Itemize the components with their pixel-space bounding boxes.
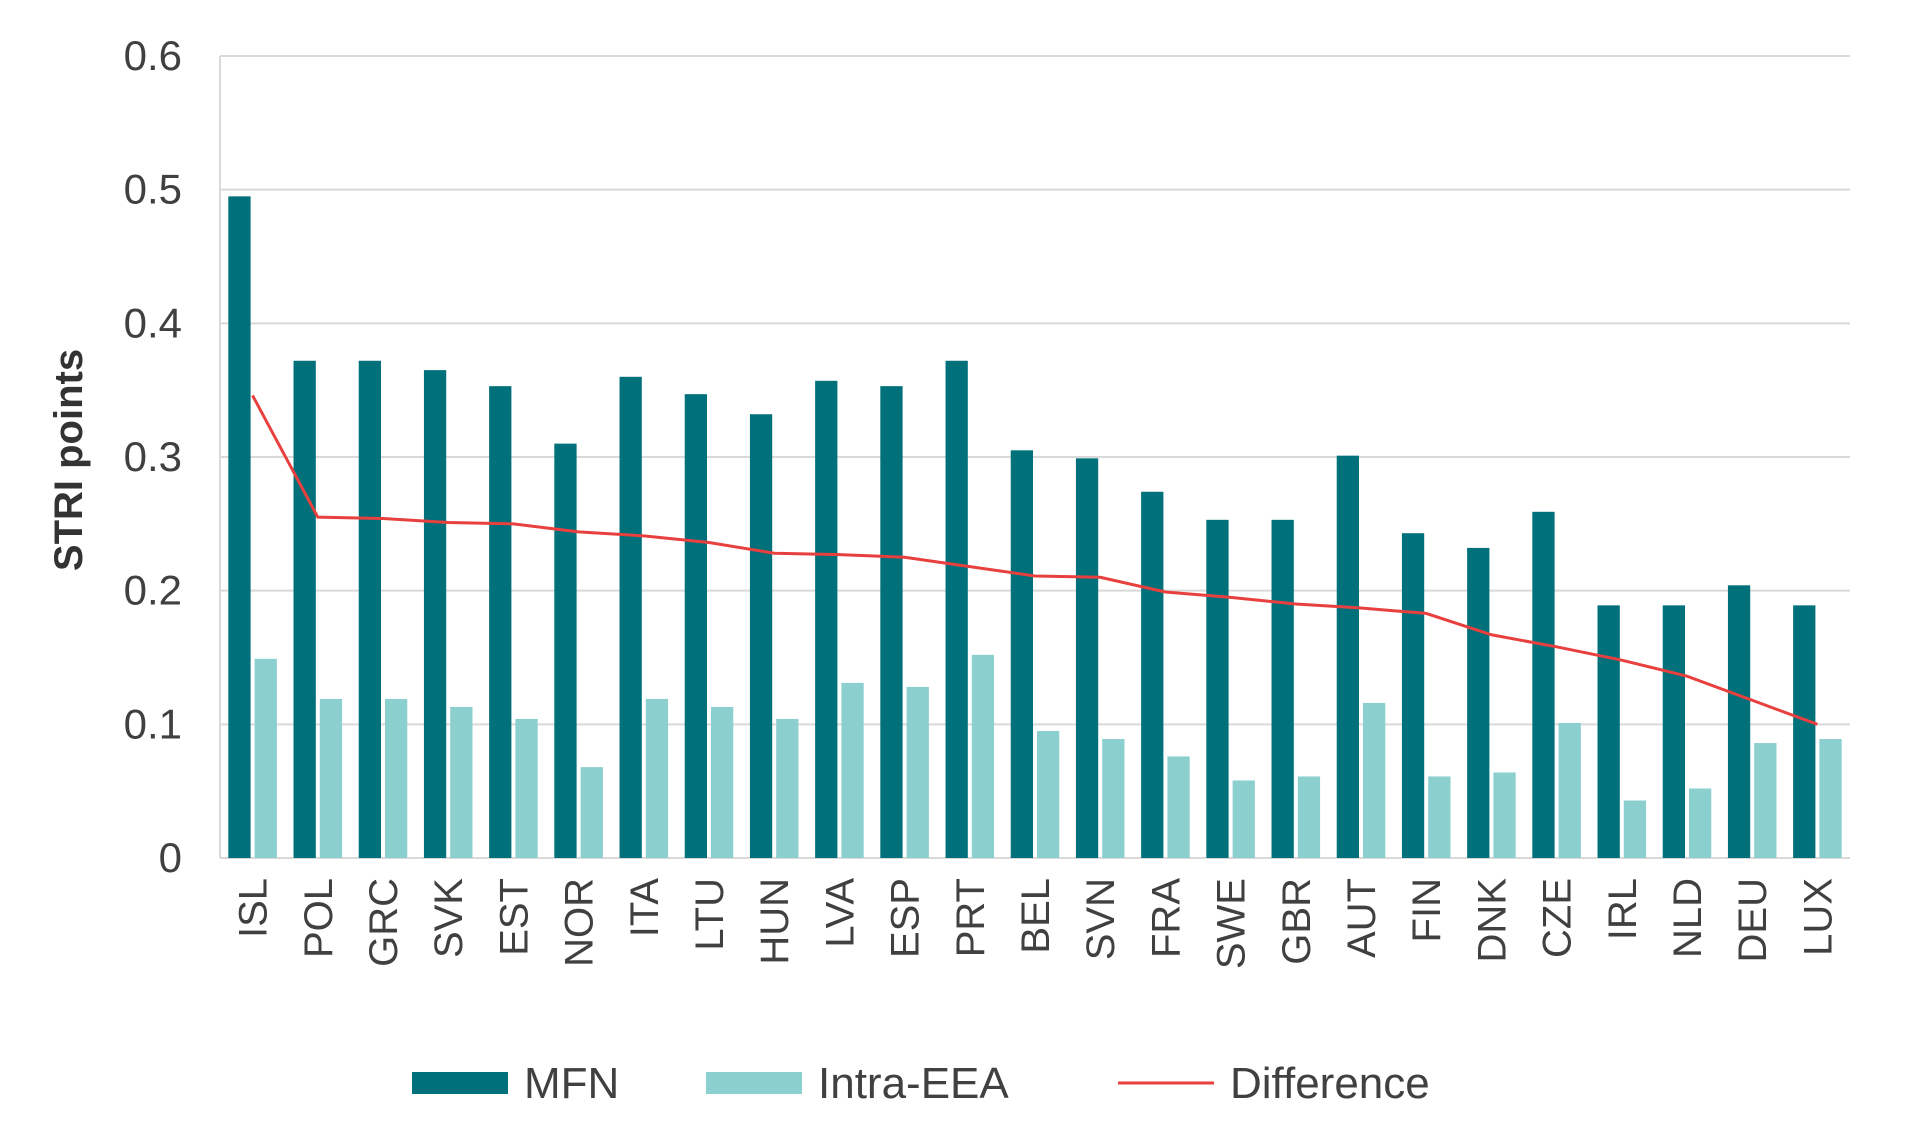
bar-intra-eea-cze (1558, 722, 1581, 858)
bar-mfn-svn (1075, 458, 1099, 858)
bar-intra-eea-hun (776, 718, 799, 858)
y-tick-label: 0.1 (124, 700, 182, 747)
x-tick-label-gbr: GBR (1275, 878, 1319, 965)
bar-intra-eea-dnk (1493, 772, 1516, 858)
x-tick-label-grc: GRC (362, 878, 406, 967)
x-tick-label-prt: PRT (949, 878, 993, 957)
bar-intra-eea-ltu (711, 706, 734, 858)
bar-mfn-isl (228, 196, 251, 859)
y-tick-label: 0 (159, 834, 182, 881)
bar-mfn-lux (1793, 605, 1816, 858)
x-tick-label-aut: AUT (1340, 878, 1384, 958)
x-tick-label-hun: HUN (753, 878, 797, 965)
x-tick-label-pol: POL (297, 878, 341, 958)
x-tick-label-swe: SWE (1210, 878, 1254, 969)
x-tick-label-nor: NOR (558, 878, 602, 967)
bar-intra-eea-aut (1363, 702, 1386, 858)
bar-intra-eea-lux (1819, 739, 1842, 858)
legend-label-intra-eea: Intra-EEA (818, 1059, 1009, 1108)
x-tick-label-ita: ITA (623, 878, 667, 938)
bar-mfn-ltu (684, 394, 707, 858)
bar-mfn-irl (1597, 605, 1620, 858)
bar-intra-eea-pol (319, 698, 343, 858)
bar-mfn-hun (749, 414, 773, 858)
x-tick-label-lva: LVA (818, 878, 862, 948)
x-tick-label-irl: IRL (1601, 878, 1645, 940)
bar-intra-eea-nor (580, 767, 603, 858)
bar-mfn-svk (423, 370, 447, 858)
bar-intra-eea-gbr (1297, 776, 1321, 858)
bar-intra-eea-isl (254, 658, 277, 858)
y-tick-label: 0.5 (124, 166, 182, 213)
bars (228, 196, 1842, 859)
bar-intra-eea-nld (1689, 788, 1712, 858)
x-tick-label-fin: FIN (1405, 878, 1449, 942)
x-tick-label-svk: SVK (427, 878, 471, 958)
difference-line (251, 394, 1818, 726)
difference-line-group (251, 394, 1818, 726)
bar-mfn-lva (815, 380, 838, 858)
bar-mfn-fin (1401, 533, 1425, 858)
bar-mfn-swe (1206, 519, 1229, 858)
x-tick-label-nld: NLD (1666, 878, 1710, 958)
x-axis-tick-labels: ISL POL GRC SVK EST NOR ITA LTU HUN LVA ESP PRT BEL S… (232, 878, 1841, 969)
x-tick-label-deu: DEU (1731, 878, 1775, 962)
bar-intra-eea-svn (1102, 739, 1125, 858)
legend-swatch-mfn (412, 1072, 508, 1094)
bar-intra-eea-esp (906, 686, 929, 858)
bar-mfn-gbr (1271, 519, 1294, 858)
legend: MFN Intra-EEA Difference (412, 1059, 1430, 1108)
bar-intra-eea-fra (1167, 756, 1190, 858)
legend-swatch-intra-eea (706, 1072, 802, 1094)
bar-mfn-pol (293, 360, 316, 858)
bar-intra-eea-fin (1428, 776, 1451, 858)
x-tick-label-isl: ISL (232, 878, 276, 938)
bar-intra-eea-svk (450, 706, 473, 858)
y-tick-label: 0.2 (124, 567, 182, 614)
y-tick-label: 0.3 (124, 433, 182, 480)
bar-intra-eea-grc (385, 698, 408, 858)
bar-intra-eea-ita (645, 698, 669, 858)
legend-label-mfn: MFN (524, 1059, 619, 1108)
x-tick-label-ltu: LTU (688, 878, 732, 951)
bar-intra-eea-lva (841, 682, 864, 858)
x-tick-label-lux: LUX (1796, 878, 1840, 956)
bar-mfn-nor (554, 443, 577, 858)
x-tick-label-esp: ESP (884, 878, 928, 958)
bar-mfn-dnk (1467, 547, 1490, 858)
bar-intra-eea-irl (1623, 800, 1647, 858)
y-tick-label: 0.6 (124, 32, 182, 79)
y-axis-title: STRI points (47, 349, 91, 571)
bar-mfn-esp (880, 386, 903, 858)
x-tick-label-est: EST (492, 878, 536, 956)
bar-mfn-grc (358, 360, 381, 858)
bar-mfn-bel (1010, 450, 1033, 858)
bar-intra-eea-est (515, 718, 538, 858)
bar-intra-eea-swe (1232, 780, 1255, 858)
x-tick-label-bel: BEL (1014, 878, 1058, 954)
x-tick-label-cze: CZE (1536, 878, 1580, 958)
bar-mfn-deu (1727, 585, 1751, 858)
bar-intra-eea-prt (971, 654, 995, 858)
bar-intra-eea-deu (1754, 743, 1777, 858)
bar-mfn-aut (1336, 455, 1359, 858)
legend-label-difference: Difference (1230, 1059, 1430, 1108)
x-tick-label-fra: FRA (1144, 878, 1188, 958)
bar-mfn-cze (1532, 511, 1555, 858)
bar-mfn-ita (619, 376, 642, 858)
x-tick-label-dnk: DNK (1470, 878, 1514, 963)
x-tick-label-svn: SVN (1079, 878, 1123, 960)
bar-mfn-prt (945, 360, 968, 858)
bar-mfn-est (489, 386, 512, 858)
bar-mfn-nld (1662, 605, 1685, 858)
bar-mfn-fra (1141, 491, 1164, 858)
bar-intra-eea-bel (1037, 731, 1060, 858)
y-tick-label: 0.4 (124, 299, 182, 346)
y-axis-tick-labels: 0 0.1 0.2 0.3 0.4 0.5 0.6 (124, 32, 182, 881)
